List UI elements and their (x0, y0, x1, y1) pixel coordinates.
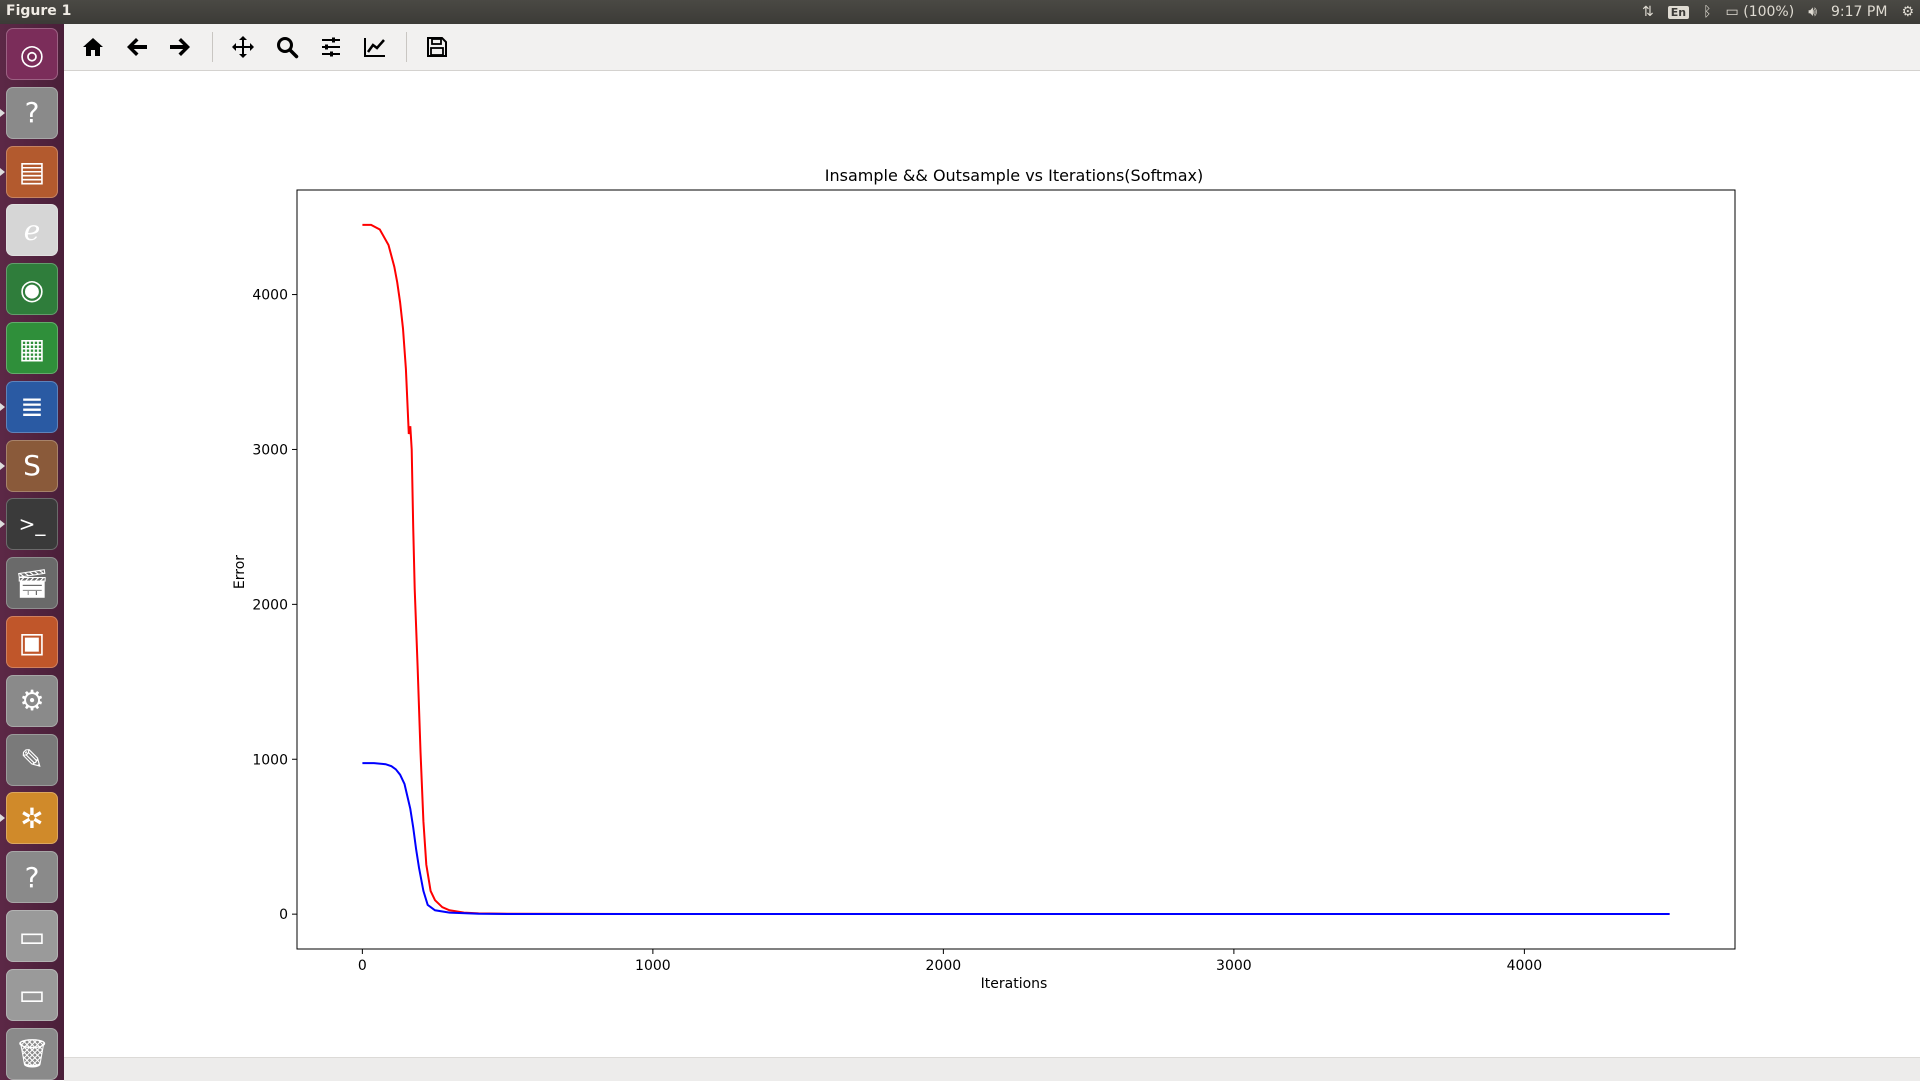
arrow-left-icon (127, 38, 147, 56)
move-icon (232, 36, 254, 58)
launcher-dash-home[interactable]: ◎ (6, 28, 58, 80)
text-editor-icon: ✎ (20, 743, 44, 777)
hard-drive-icon: ▭ (18, 978, 46, 1012)
figure-toolbar (64, 24, 1920, 71)
chart: Insample && Outsample vs Iterations(Soft… (232, 166, 1736, 992)
launcher-impress[interactable]: ▣ (6, 616, 58, 668)
launcher-text-editor[interactable]: ✎ (6, 733, 58, 786)
launcher-sublime-text[interactable]: S (0, 439, 58, 492)
file-cabinet-icon: ▤ (18, 155, 46, 189)
floppy-icon (427, 37, 447, 57)
figure-canvas[interactable]: Insample && Outsample vs Iterations(Soft… (64, 71, 1920, 1057)
hard-drive-icon: ▭ (18, 919, 46, 953)
spreadsheet-icon: ▦ (18, 331, 46, 365)
gear-wrench-icon: ⚙ (19, 684, 45, 718)
question-icon: ? (24, 96, 40, 130)
axes-frame (296, 189, 1736, 950)
ubuntu-logo-icon: ◎ (19, 37, 45, 71)
edit-axis-button[interactable] (360, 32, 390, 62)
battery-indicator[interactable]: ▭ (100%) (1726, 4, 1795, 20)
home-button[interactable] (78, 32, 108, 62)
x-tick-label: 3000 (1216, 958, 1252, 974)
pan-button[interactable] (228, 32, 258, 62)
back-button[interactable] (122, 32, 152, 62)
toolbar-separator (406, 32, 407, 62)
presentation-icon: ▣ (18, 625, 46, 659)
battery-label: (100%) (1743, 4, 1795, 20)
battery-icon: ▭ (1725, 4, 1739, 20)
zoom-icon (277, 37, 299, 59)
series-lines (362, 223, 1670, 915)
line-chart-icon (364, 38, 385, 57)
keyboard-indicator[interactable]: En (1667, 5, 1690, 19)
question-icon: ? (24, 860, 40, 894)
arrow-right-icon (170, 38, 190, 56)
x-tick-label: 0 (358, 958, 367, 974)
home-icon (83, 38, 103, 56)
y-tick-label: 3000 (252, 442, 288, 458)
axis-ticks: 0 1000 2000 3000 4000 0 1000 2000 3000 4000 (252, 288, 1542, 974)
x-tick-label: 4000 (1507, 958, 1543, 974)
series-line-2 (362, 762, 1670, 915)
launcher-document-viewer[interactable]: ℯ (6, 204, 58, 257)
status-bar (64, 1057, 1920, 1081)
series-line-1 (362, 223, 1670, 915)
launcher-drive-2[interactable]: ▭ (6, 968, 58, 1021)
toolbar-separator (212, 32, 213, 62)
launcher-system-settings[interactable]: ⚙ (6, 674, 58, 727)
x-tick-label: 2000 (926, 958, 962, 974)
launcher-calc[interactable]: ▦ (6, 322, 58, 374)
save-button[interactable] (422, 32, 452, 62)
sublime-icon: S (23, 449, 41, 483)
launcher-video-editor[interactable]: 🎬︎ (6, 557, 58, 610)
y-tick-label: 2000 (252, 597, 288, 613)
launcher-terminal[interactable]: >_ (0, 498, 58, 551)
pinwheel-icon: ✲ (20, 801, 44, 835)
top-panel: Figure 1 ⇅ En ᛒ ▭ (100%) 🔊︎ 9:17 PM ⚙ (0, 0, 1920, 24)
y-tick-label: 0 (279, 907, 288, 923)
volume-icon[interactable]: 🔊︎ (1808, 4, 1818, 20)
configure-subplots-button[interactable] (316, 32, 346, 62)
launcher-unknown-app-1[interactable]: ? (0, 86, 58, 139)
forward-button[interactable] (165, 32, 195, 62)
launcher-chrome[interactable]: ◉ (6, 263, 58, 316)
writer-icon: ≣ (20, 390, 44, 424)
clock[interactable]: 9:17 PM (1831, 4, 1888, 20)
pdf-icon: ℯ (23, 213, 41, 247)
bluetooth-icon[interactable]: ᛒ (1703, 4, 1712, 20)
launcher-files[interactable]: ▤ (0, 145, 58, 198)
launcher-drive-1[interactable]: ▭ (6, 910, 58, 962)
clapper-icon: 🎬︎ (14, 566, 50, 600)
sliders-icon (322, 37, 340, 57)
system-tray: ⇅ En ᛒ ▭ (100%) 🔊︎ 9:17 PM ⚙ (1642, 0, 1914, 24)
window-title: Figure 1 (6, 3, 72, 19)
launcher: ◎? ▤ ℯ ◉ ▦ ≣ S >_ 🎬︎ ▣ ⚙ ✎ ✲? ▭ ▭ 🗑︎ (0, 24, 64, 1080)
y-tick-label: 1000 (252, 752, 288, 768)
chrome-icon: ◉ (19, 272, 45, 306)
y-tick-label: 4000 (252, 288, 288, 304)
y-axis-label: Error (232, 555, 248, 589)
x-tick-label: 1000 (635, 958, 671, 974)
zoom-button[interactable] (272, 32, 302, 62)
session-gear-icon[interactable]: ⚙ (1901, 4, 1914, 20)
launcher-pinwheel-app[interactable]: ✲ (0, 792, 58, 845)
launcher-unknown-app-2[interactable]: ? (6, 851, 58, 904)
network-icon[interactable]: ⇅ (1642, 4, 1654, 20)
x-axis-label: Iterations (981, 976, 1048, 992)
launcher-trash[interactable]: 🗑︎ (6, 1027, 58, 1080)
trash-icon: 🗑︎ (14, 1037, 50, 1071)
launcher-writer[interactable]: ≣ (0, 380, 58, 433)
terminal-icon: >_ (18, 512, 46, 537)
chart-title: Insample && Outsample vs Iterations(Soft… (825, 166, 1203, 185)
